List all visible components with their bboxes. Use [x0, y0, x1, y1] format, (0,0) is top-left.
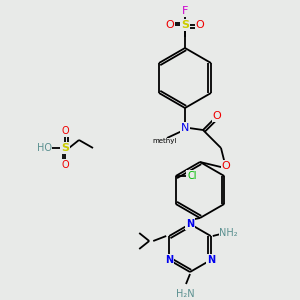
Text: N: N — [165, 255, 173, 265]
Text: S: S — [181, 20, 189, 30]
Text: H₂N: H₂N — [176, 289, 194, 299]
Text: O: O — [196, 20, 204, 30]
Text: O: O — [213, 111, 221, 121]
Text: N: N — [207, 255, 215, 265]
Text: N: N — [181, 123, 189, 133]
Text: S: S — [61, 143, 69, 153]
Text: NH₂: NH₂ — [220, 228, 238, 238]
Text: methyl: methyl — [153, 138, 177, 144]
Text: Cl: Cl — [187, 171, 196, 181]
Text: F: F — [182, 6, 188, 16]
Text: O: O — [61, 126, 69, 136]
Text: N: N — [186, 219, 194, 229]
Text: O: O — [222, 161, 230, 171]
Text: HO: HO — [37, 143, 52, 153]
Text: O: O — [61, 160, 69, 170]
Text: O: O — [166, 20, 174, 30]
